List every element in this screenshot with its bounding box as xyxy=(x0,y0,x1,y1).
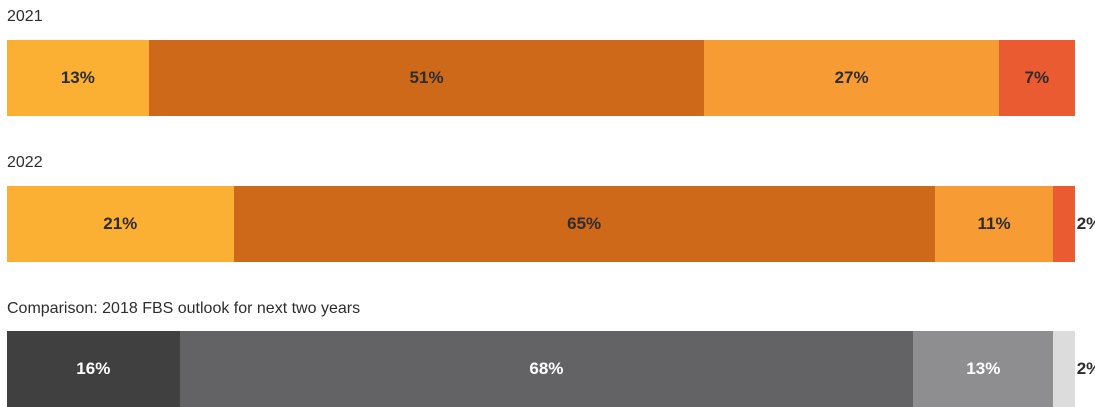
data-label-2021-4: 7% xyxy=(1024,68,1050,87)
data-label-2021-1: 13% xyxy=(60,68,95,87)
data-label-comparison-3: 13% xyxy=(966,359,1001,378)
bar-segment-comparison-3 xyxy=(913,331,1054,407)
data-label-comparison-2: 68% xyxy=(529,359,564,378)
bar-segment-2022-1 xyxy=(7,186,234,262)
stacked-bar-2021: 13% 51% 27% 7% xyxy=(7,40,1075,116)
data-label-2022-1: 21% xyxy=(103,214,138,233)
data-label-2021-3: 27% xyxy=(834,68,869,87)
data-label-2022-4: 2% xyxy=(1076,214,1095,233)
data-label-comparison-1: 16% xyxy=(76,359,111,378)
chart-title-2022: 2022 xyxy=(7,154,43,171)
bar-segment-comparison-4 xyxy=(1053,331,1075,407)
data-label-2022-3: 11% xyxy=(977,214,1011,233)
bar-segment-comparison-2 xyxy=(179,331,914,407)
stacked-bar-comparison: 16% 68% 13% 2% xyxy=(7,331,1095,407)
bar-segment-2022-2 xyxy=(233,186,935,262)
data-label-2022-2: 65% xyxy=(567,214,602,233)
bar-segment-2021-4 xyxy=(998,40,1075,116)
bar-segment-2022-4 xyxy=(1053,186,1075,262)
chart-title-2021: 2021 xyxy=(7,8,43,25)
bar-segment-2021-3 xyxy=(704,40,999,116)
data-label-comparison-4: 2% xyxy=(1076,359,1095,378)
data-label-2021-2: 51% xyxy=(409,68,444,87)
stacked-bar-2022: 21% 65% 11% 2% xyxy=(7,186,1095,262)
bar-segment-comparison-1 xyxy=(7,331,180,407)
bar-segment-2022-3 xyxy=(934,186,1054,262)
chart-title-comparison: Comparison: 2018 FBS outlook for next tw… xyxy=(7,300,361,317)
bar-segment-2021-1 xyxy=(7,40,149,116)
bar-segment-2021-2 xyxy=(148,40,705,116)
